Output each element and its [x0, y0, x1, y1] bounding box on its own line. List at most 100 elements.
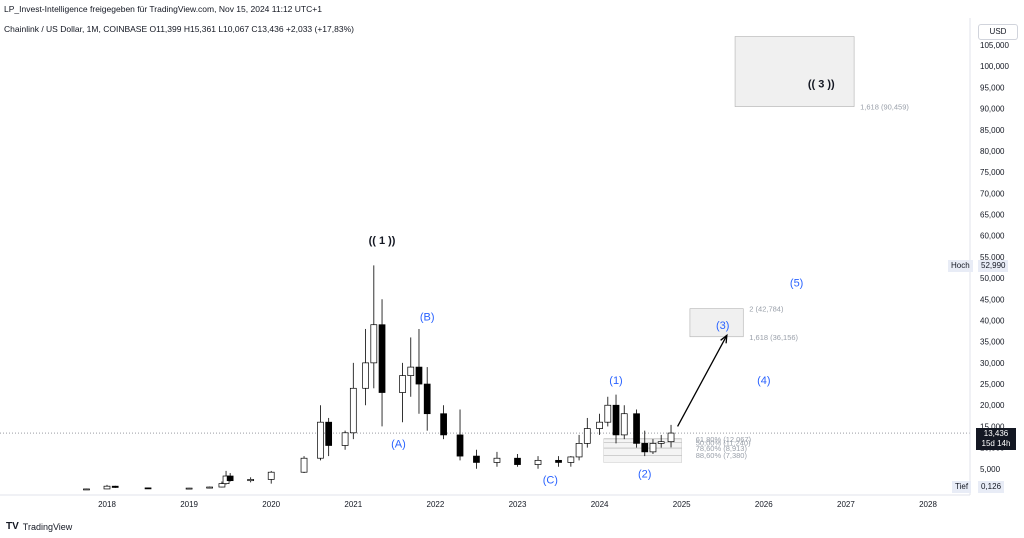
- x-tick-label: 2021: [344, 500, 362, 509]
- x-tick-label: 2022: [427, 500, 445, 509]
- y-tick-label: 45,000: [980, 295, 1005, 304]
- fib-label: 61,80% (12,067): [696, 435, 752, 444]
- candle-body: [325, 421, 333, 446]
- y-tick-label: 80,000: [980, 147, 1005, 156]
- target-zone-1: [689, 308, 744, 338]
- y-tick-label: 105,000: [980, 41, 1009, 50]
- candle-countdown: 15d 14h: [981, 439, 1011, 448]
- x-tick-label: 2018: [98, 500, 116, 509]
- y-tick-label: 50,000: [980, 274, 1005, 283]
- wave-label: (B): [420, 311, 435, 323]
- y-tick-label: 75,000: [980, 168, 1005, 177]
- fib-label: 1,618 (90,459): [860, 103, 909, 112]
- candle-body: [612, 404, 620, 436]
- x-tick-label: 2020: [262, 500, 280, 509]
- target-zone-2: [734, 36, 855, 107]
- y-tick-label: 20,000: [980, 401, 1005, 410]
- tradingview-logo[interactable]: TV TradingView: [6, 521, 72, 532]
- y-tick-label: 100,000: [980, 62, 1009, 71]
- x-tick-label: 2023: [509, 500, 527, 509]
- low-marker-value: 0,126: [978, 481, 1005, 493]
- candle-body: [657, 441, 665, 444]
- candle-body: [407, 366, 415, 376]
- y-tick-label: 95,000: [980, 83, 1005, 92]
- candle-body: [514, 457, 521, 465]
- high-marker-label: Hoch: [948, 260, 973, 272]
- y-tick-label: 15,000: [980, 422, 1005, 431]
- x-tick-label: 2027: [837, 500, 855, 509]
- y-tick-label: 30,000: [980, 359, 1005, 368]
- wave-label: (( 3 )): [808, 78, 835, 90]
- fib-label: 1,618 (36,156): [749, 333, 798, 342]
- candle-body: [103, 485, 111, 490]
- x-tick-label: 2028: [919, 500, 937, 509]
- wave-label: (( 1 )): [369, 235, 396, 247]
- y-tick-label: 60,000: [980, 232, 1005, 241]
- candle-body: [493, 457, 501, 463]
- high-marker-value: 52,990: [978, 260, 1009, 272]
- currency-selector[interactable]: USD: [978, 24, 1018, 40]
- last-price-tag: 13,436 15d 14h: [976, 428, 1016, 450]
- candle-body: [583, 428, 591, 444]
- candle-body: [423, 383, 431, 415]
- y-tick-label: 70,000: [980, 189, 1005, 198]
- candle-body: [534, 459, 542, 465]
- candle-body: [362, 362, 369, 389]
- candle-body: [144, 487, 152, 490]
- tradingview-logo-icon: TV: [6, 521, 19, 532]
- y-tick-label: 55,000: [980, 253, 1005, 262]
- candle-body: [667, 432, 675, 443]
- candle-body: [185, 487, 193, 490]
- candle-body: [226, 475, 234, 482]
- candle-body: [317, 421, 324, 459]
- projection-arrowhead: [720, 333, 728, 344]
- wave-label: (1): [609, 375, 622, 387]
- tradingview-logo-text: TradingView: [22, 521, 73, 532]
- candle-body: [567, 456, 575, 463]
- fib-label: 88,60% (7,380): [696, 451, 748, 460]
- candle-body: [349, 387, 357, 434]
- x-tick-label: 2025: [673, 500, 691, 509]
- candle-body: [620, 413, 628, 436]
- candle-body: [399, 375, 406, 393]
- candle-body: [300, 457, 308, 473]
- candle-body: [247, 479, 255, 482]
- axes: 2018 2019 2020 2021 2022 2023 2024 2025 2026 2027…: [0, 18, 1009, 509]
- candle-body: [83, 488, 90, 491]
- annotations: 61,80% (12,067)50,00% (11,240)78,60% (8,…: [369, 78, 910, 486]
- x-tick-label: 2019: [180, 500, 198, 509]
- fib-label: 78,60% (8,913): [696, 444, 748, 453]
- chart-attribution: LP_Invest-Intelligence freigegeben für T…: [4, 4, 322, 14]
- projection-arrow: [677, 335, 728, 427]
- y-tick-label: 5,000: [980, 465, 1001, 474]
- wave-label: (A): [391, 439, 406, 451]
- candle-body: [378, 324, 386, 393]
- y-tick-label: 25,000: [980, 380, 1005, 389]
- candle-body: [456, 434, 464, 457]
- candle-body: [267, 471, 275, 480]
- x-tick-label: 2026: [755, 500, 773, 509]
- y-tick-label: 85,000: [980, 126, 1005, 135]
- candle-body: [370, 324, 378, 364]
- candle-body: [206, 486, 213, 489]
- fib-label: 2 (42,784): [749, 305, 784, 314]
- candle-body: [649, 443, 657, 453]
- candle-body: [604, 404, 612, 423]
- wave-label: (C): [543, 475, 558, 487]
- last-price-value: 13,436: [983, 429, 1009, 438]
- low-marker-label: Tief: [952, 481, 972, 493]
- fib-zones: [603, 36, 855, 463]
- candle-body: [473, 455, 480, 463]
- candle-body: [555, 459, 562, 463]
- y-tick-label: 40,000: [980, 316, 1005, 325]
- candle-body: [218, 483, 226, 488]
- wave-label: (3): [716, 320, 729, 332]
- candle-body: [641, 443, 649, 453]
- symbol-info-line[interactable]: Chainlink / US Dollar, 1M, COINBASE O11,…: [4, 24, 354, 34]
- wave-label: (4): [757, 375, 770, 387]
- candle-body: [575, 443, 583, 458]
- candle-body: [440, 413, 447, 436]
- wave-label: (5): [790, 278, 803, 290]
- candles: [83, 265, 675, 491]
